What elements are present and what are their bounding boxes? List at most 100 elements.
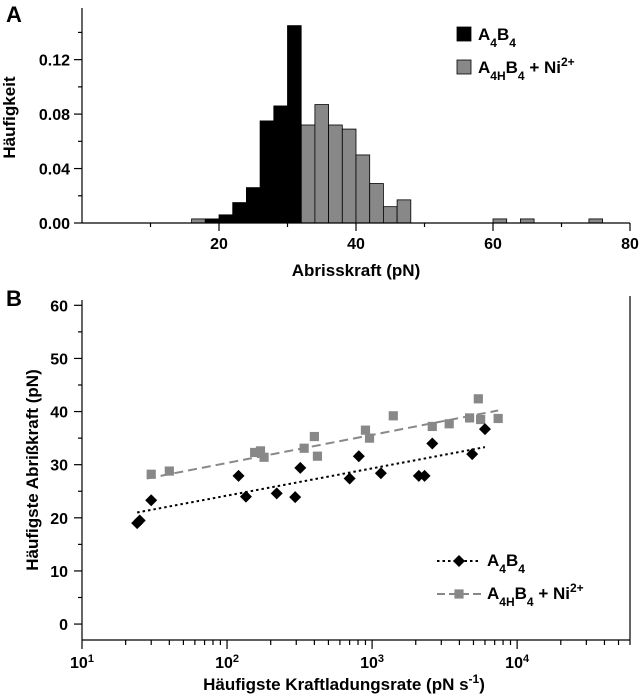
data-point [473,394,483,404]
x-axis-title: Häufigste Kraftladungsrate (pN s-1) [203,672,485,694]
label-part: ) [479,675,485,694]
histogram-bar [300,124,316,224]
y-tick-label: 0.04 [39,162,70,179]
y-tick-label: 0 [59,617,68,634]
histogram-bar [520,218,535,224]
x-tick-label: 101 [70,653,94,672]
histogram-bar [245,187,261,224]
label-part: B [506,58,518,77]
label-part: 4 [527,595,534,609]
data-point [250,447,260,458]
histogram-bar [369,183,384,224]
data-point [418,469,431,482]
panel-label: B [6,286,22,311]
legend-swatch [456,59,472,75]
label-part: 4 [499,562,506,576]
legend-label: A4B4 [478,25,516,50]
data-point [146,469,156,479]
label-part: + Ni [525,58,561,77]
data-point [255,446,266,456]
data-point [364,433,375,443]
label-part: Häufigste Kraftladungsrate (pN s [203,675,468,694]
histogram-bar [328,124,343,224]
tick-exponent: 2 [233,653,239,665]
data-point [493,413,503,424]
histogram-bar [287,25,302,224]
legend-label: A4B4 [487,551,525,576]
label-part: B [506,551,518,570]
label-part: -1 [469,672,480,686]
x-tick-label: 104 [505,653,530,672]
label-part: A [487,551,499,570]
y-tick-label: 0.00 [39,216,70,233]
histogram-bar [232,202,247,224]
label-part: 2+ [561,55,575,69]
data-point [478,423,491,436]
panel-label: A [6,2,22,27]
data-point [427,421,437,432]
histogram-bar [382,206,398,224]
data-point [464,413,475,423]
histogram-bar [492,218,508,224]
data-point [352,450,365,463]
data-point [133,514,146,527]
label-part: B [497,25,509,44]
y-axis-title: Häufigste Abrißkraft (pN) [23,369,42,571]
data-point [476,414,486,425]
histogram-bar [355,154,371,224]
data-point [164,466,174,476]
data-point [343,472,356,485]
histogram-bar [273,105,288,224]
histogram-bar [396,199,412,224]
legend-marker [454,589,464,599]
label-part: 4 [518,562,525,576]
x-tick-label: 40 [347,236,365,253]
x-tick-label: 80 [621,236,639,253]
tick-exponent: 3 [378,653,384,665]
data-point [145,494,158,507]
y-tick-label: 0.12 [39,53,70,70]
data-point [299,443,309,453]
data-point [312,451,323,461]
y-tick-label: 10 [50,564,68,581]
y-tick-label: 20 [50,511,68,528]
data-point [426,437,439,450]
label-part: 2+ [570,581,584,595]
fit-line [136,446,486,514]
panel-a-histogram: A 20 40 60 80 0.00 0.04 0.08 0.12 Abrisskraft (pN… [0,2,639,280]
histogram-bar [218,214,234,224]
y-tick-label: 0.08 [39,107,70,124]
fit-line [146,409,499,480]
tick-base: 10 [70,655,88,672]
label-part: A [478,25,490,44]
data-point [374,467,387,480]
label-part: B [515,584,527,603]
label-part: 4H [490,69,505,83]
data-point [289,491,302,504]
data-point [309,431,319,442]
label-part: 4H [499,595,514,609]
legend-label: A4HB4 + Ni2+ [478,55,575,83]
data-point [360,425,371,435]
label-part: 4 [490,36,497,50]
y-axis-title: Häufigkeit [0,76,19,159]
histogram-bar [204,218,220,224]
x-tick-label: 103 [360,653,384,672]
label-part: 4 [509,36,516,50]
legend-marker [453,555,465,567]
x-axis-title: Abrisskraft (pN) [292,261,420,280]
tick-base: 10 [215,655,233,672]
tick-base: 10 [360,655,378,672]
label-part: + Ni [534,584,570,603]
tick-exponent: 4 [523,653,530,665]
data-point [388,411,398,421]
x-tick-label: 20 [210,236,228,253]
histogram-bar [588,218,604,224]
data-point [239,490,252,503]
x-tick-label: 60 [484,236,502,253]
data-point [294,461,307,474]
data-point [259,452,269,462]
y-tick-label: 50 [50,351,68,368]
